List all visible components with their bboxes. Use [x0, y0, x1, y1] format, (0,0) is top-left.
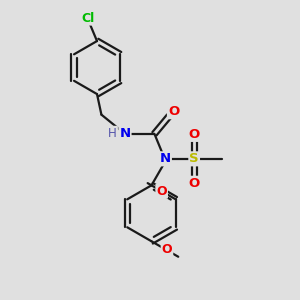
Text: H: H [108, 127, 117, 140]
Text: O: O [156, 185, 167, 198]
Text: N: N [160, 152, 171, 165]
Text: N: N [119, 127, 130, 140]
Text: O: O [188, 177, 200, 190]
Text: Cl: Cl [82, 12, 95, 25]
Text: O: O [168, 105, 179, 118]
Text: O: O [188, 128, 200, 141]
Text: O: O [162, 243, 172, 256]
Text: S: S [189, 152, 199, 165]
